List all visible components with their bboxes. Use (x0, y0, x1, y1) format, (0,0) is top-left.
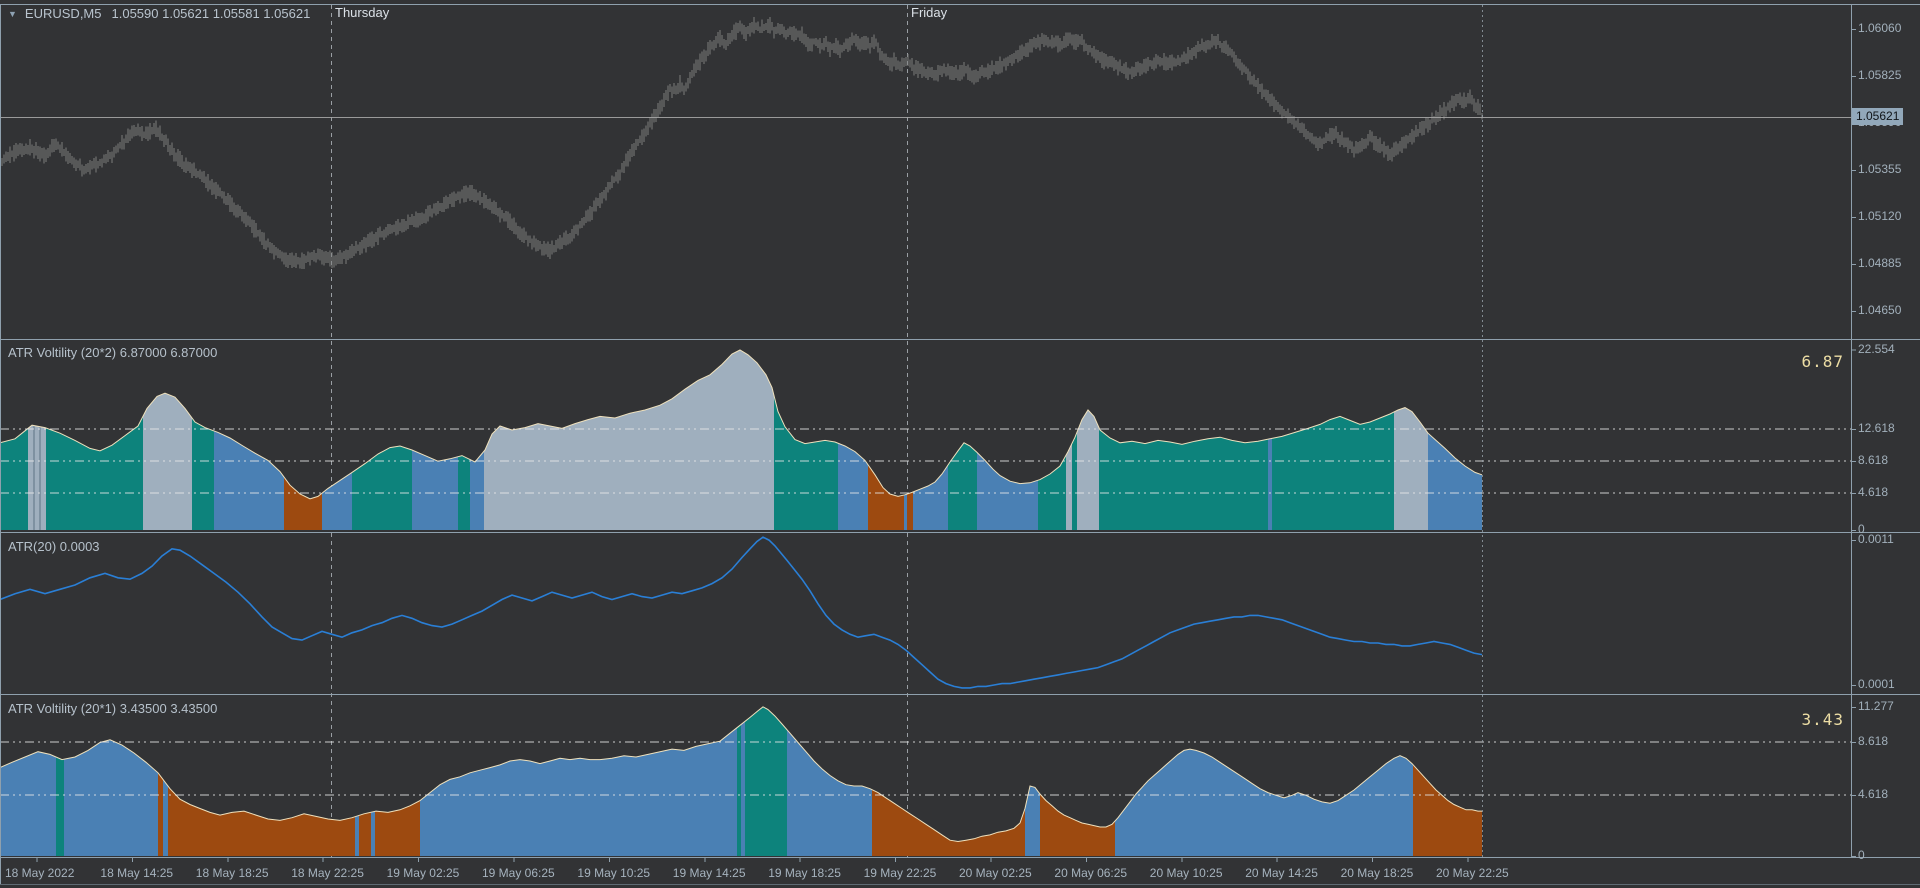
symbol-ohlc-values: 1.05590 1.05621 1.05581 1.05621 (111, 6, 311, 21)
symbol-info[interactable]: ▼ EURUSD,M5 1.05590 1.05621 1.05581 1.0562… (8, 6, 310, 21)
indicator-label-atr-volatility-20x1: ATR Voltility (20*1) 3.43500 3.43500 (8, 701, 218, 716)
current-price-badge: 1.05621 (1852, 108, 1904, 125)
symbol-dropdown-icon[interactable]: ▼ (8, 9, 17, 19)
indicator-label-atr-volatility-20x2: ATR Voltility (20*2) 6.87000 6.87000 (8, 345, 218, 360)
vol1-current-value: 3.43 (1801, 710, 1844, 729)
indicator-label-atr-20: ATR(20) 0.0003 (8, 539, 100, 554)
vol2-current-value: 6.87 (1801, 352, 1844, 371)
symbol-name: EURUSD,M5 (24, 6, 102, 21)
